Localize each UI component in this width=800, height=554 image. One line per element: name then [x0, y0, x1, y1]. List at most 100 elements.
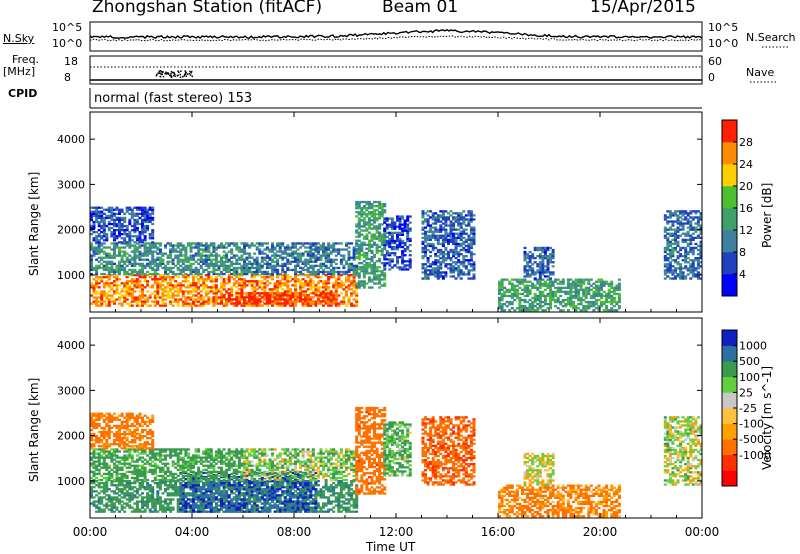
heatmap-cell [164, 502, 167, 505]
heatmap-cell [197, 268, 201, 272]
heatmap-cell [204, 278, 208, 281]
heatmap-cell [123, 216, 127, 220]
heatmap-cell [296, 278, 300, 281]
heatmap-cell [158, 304, 162, 307]
heatmap-cell [222, 294, 226, 297]
heatmap-cell [393, 231, 397, 234]
heatmap-cell [533, 309, 537, 312]
heatmap-cell [235, 258, 239, 261]
heatmap-cell [97, 500, 101, 503]
heatmap-cell [283, 282, 287, 285]
heatmap-cell [240, 290, 244, 293]
heatmap-cell [538, 282, 542, 285]
heatmap-cell [378, 235, 382, 238]
heatmap-cell [370, 235, 374, 238]
heatmap-cell [141, 241, 144, 244]
heatmap-cell [365, 243, 369, 246]
heatmap-cell [390, 239, 394, 243]
heatmap-cell [569, 294, 573, 298]
heatmap-cell [385, 243, 389, 247]
heatmap-cell [408, 221, 412, 224]
heatmap-cell [186, 266, 190, 270]
heatmap-cell [299, 246, 303, 249]
heatmap-cell [123, 229, 127, 232]
heatmap-cell [383, 262, 387, 265]
heatmap-cell [357, 268, 361, 271]
heatmap-cell [253, 272, 257, 276]
heatmap-cell [294, 298, 297, 301]
freq-dot [185, 75, 188, 77]
heatmap-cell [243, 272, 246, 276]
heatmap-cell [668, 226, 672, 229]
heatmap-cell [243, 270, 246, 274]
heatmap-cell [362, 260, 366, 263]
heatmap-cell [469, 220, 473, 223]
heatmap-cell [166, 504, 170, 507]
heatmap-cell [332, 272, 336, 276]
heatmap-cell [515, 280, 519, 283]
heatmap-cell [294, 300, 297, 303]
heatmap-cell [235, 294, 239, 297]
heatmap-cell [439, 253, 443, 256]
heatmap-cell [531, 263, 535, 266]
heatmap-cell [462, 255, 466, 258]
heatmap-cell [345, 260, 348, 263]
heatmap-cell [429, 224, 433, 227]
heatmap-cell [102, 242, 106, 245]
heatmap-cell [347, 300, 351, 303]
heatmap-cell [674, 275, 677, 278]
heatmap-cell [181, 268, 185, 272]
nave-label: Nave [746, 66, 775, 79]
heatmap-cell [209, 276, 213, 279]
heatmap-cell [220, 296, 223, 299]
heatmap-cell [559, 286, 563, 289]
heatmap-cell [378, 257, 382, 261]
heatmap-cell [202, 300, 206, 303]
heatmap-cell [214, 252, 218, 255]
heatmap-cell [169, 252, 173, 255]
heatmap-cell [316, 250, 320, 253]
heatmap-cell [260, 300, 264, 303]
heatmap-cell [668, 248, 672, 252]
heatmap-cell [143, 229, 147, 232]
heatmap-cell [209, 244, 213, 247]
heatmap-cell [110, 262, 114, 265]
heatmap-cell [347, 266, 351, 270]
heatmap-cell [250, 264, 254, 267]
heatmap-cell [429, 269, 433, 272]
heatmap-cell [125, 492, 129, 495]
heatmap-cell [153, 270, 157, 274]
heatmap-cell [133, 490, 137, 493]
heatmap-cell [584, 307, 588, 310]
heatmap-cell [273, 292, 277, 295]
heatmap-cell [426, 277, 430, 280]
heatmap-cell [526, 273, 529, 276]
heatmap-cell [396, 248, 399, 251]
heatmap-cell [566, 284, 570, 287]
cpid-label: CPID [8, 87, 38, 100]
heatmap-cell [523, 271, 527, 274]
heatmap-cell [352, 278, 356, 281]
heatmap-cell [161, 262, 165, 265]
heatmap-cell [230, 292, 234, 295]
heatmap-cell [314, 300, 318, 303]
heatmap-cell [214, 290, 218, 293]
heatmap-cell [449, 222, 453, 225]
heatmap-cell [95, 304, 99, 307]
heatmap-cell [276, 294, 280, 297]
nsearch-label: N.Search [746, 31, 796, 44]
heatmap-cell [148, 496, 152, 499]
heatmap-cell [426, 236, 430, 239]
heatmap-cell [189, 244, 193, 247]
heatmap-cell [286, 292, 290, 295]
heatmap-cell [181, 300, 185, 303]
heatmap-cell [294, 250, 297, 253]
heatmap-cell [319, 262, 323, 265]
heatmap-cell [128, 237, 132, 240]
heatmap-cell [133, 494, 137, 497]
heatmap-cell [569, 290, 573, 293]
heatmap-cell [176, 294, 180, 297]
heatmap-cell [505, 290, 509, 293]
heatmap-cell [327, 270, 331, 274]
heatmap-cell [431, 234, 435, 237]
